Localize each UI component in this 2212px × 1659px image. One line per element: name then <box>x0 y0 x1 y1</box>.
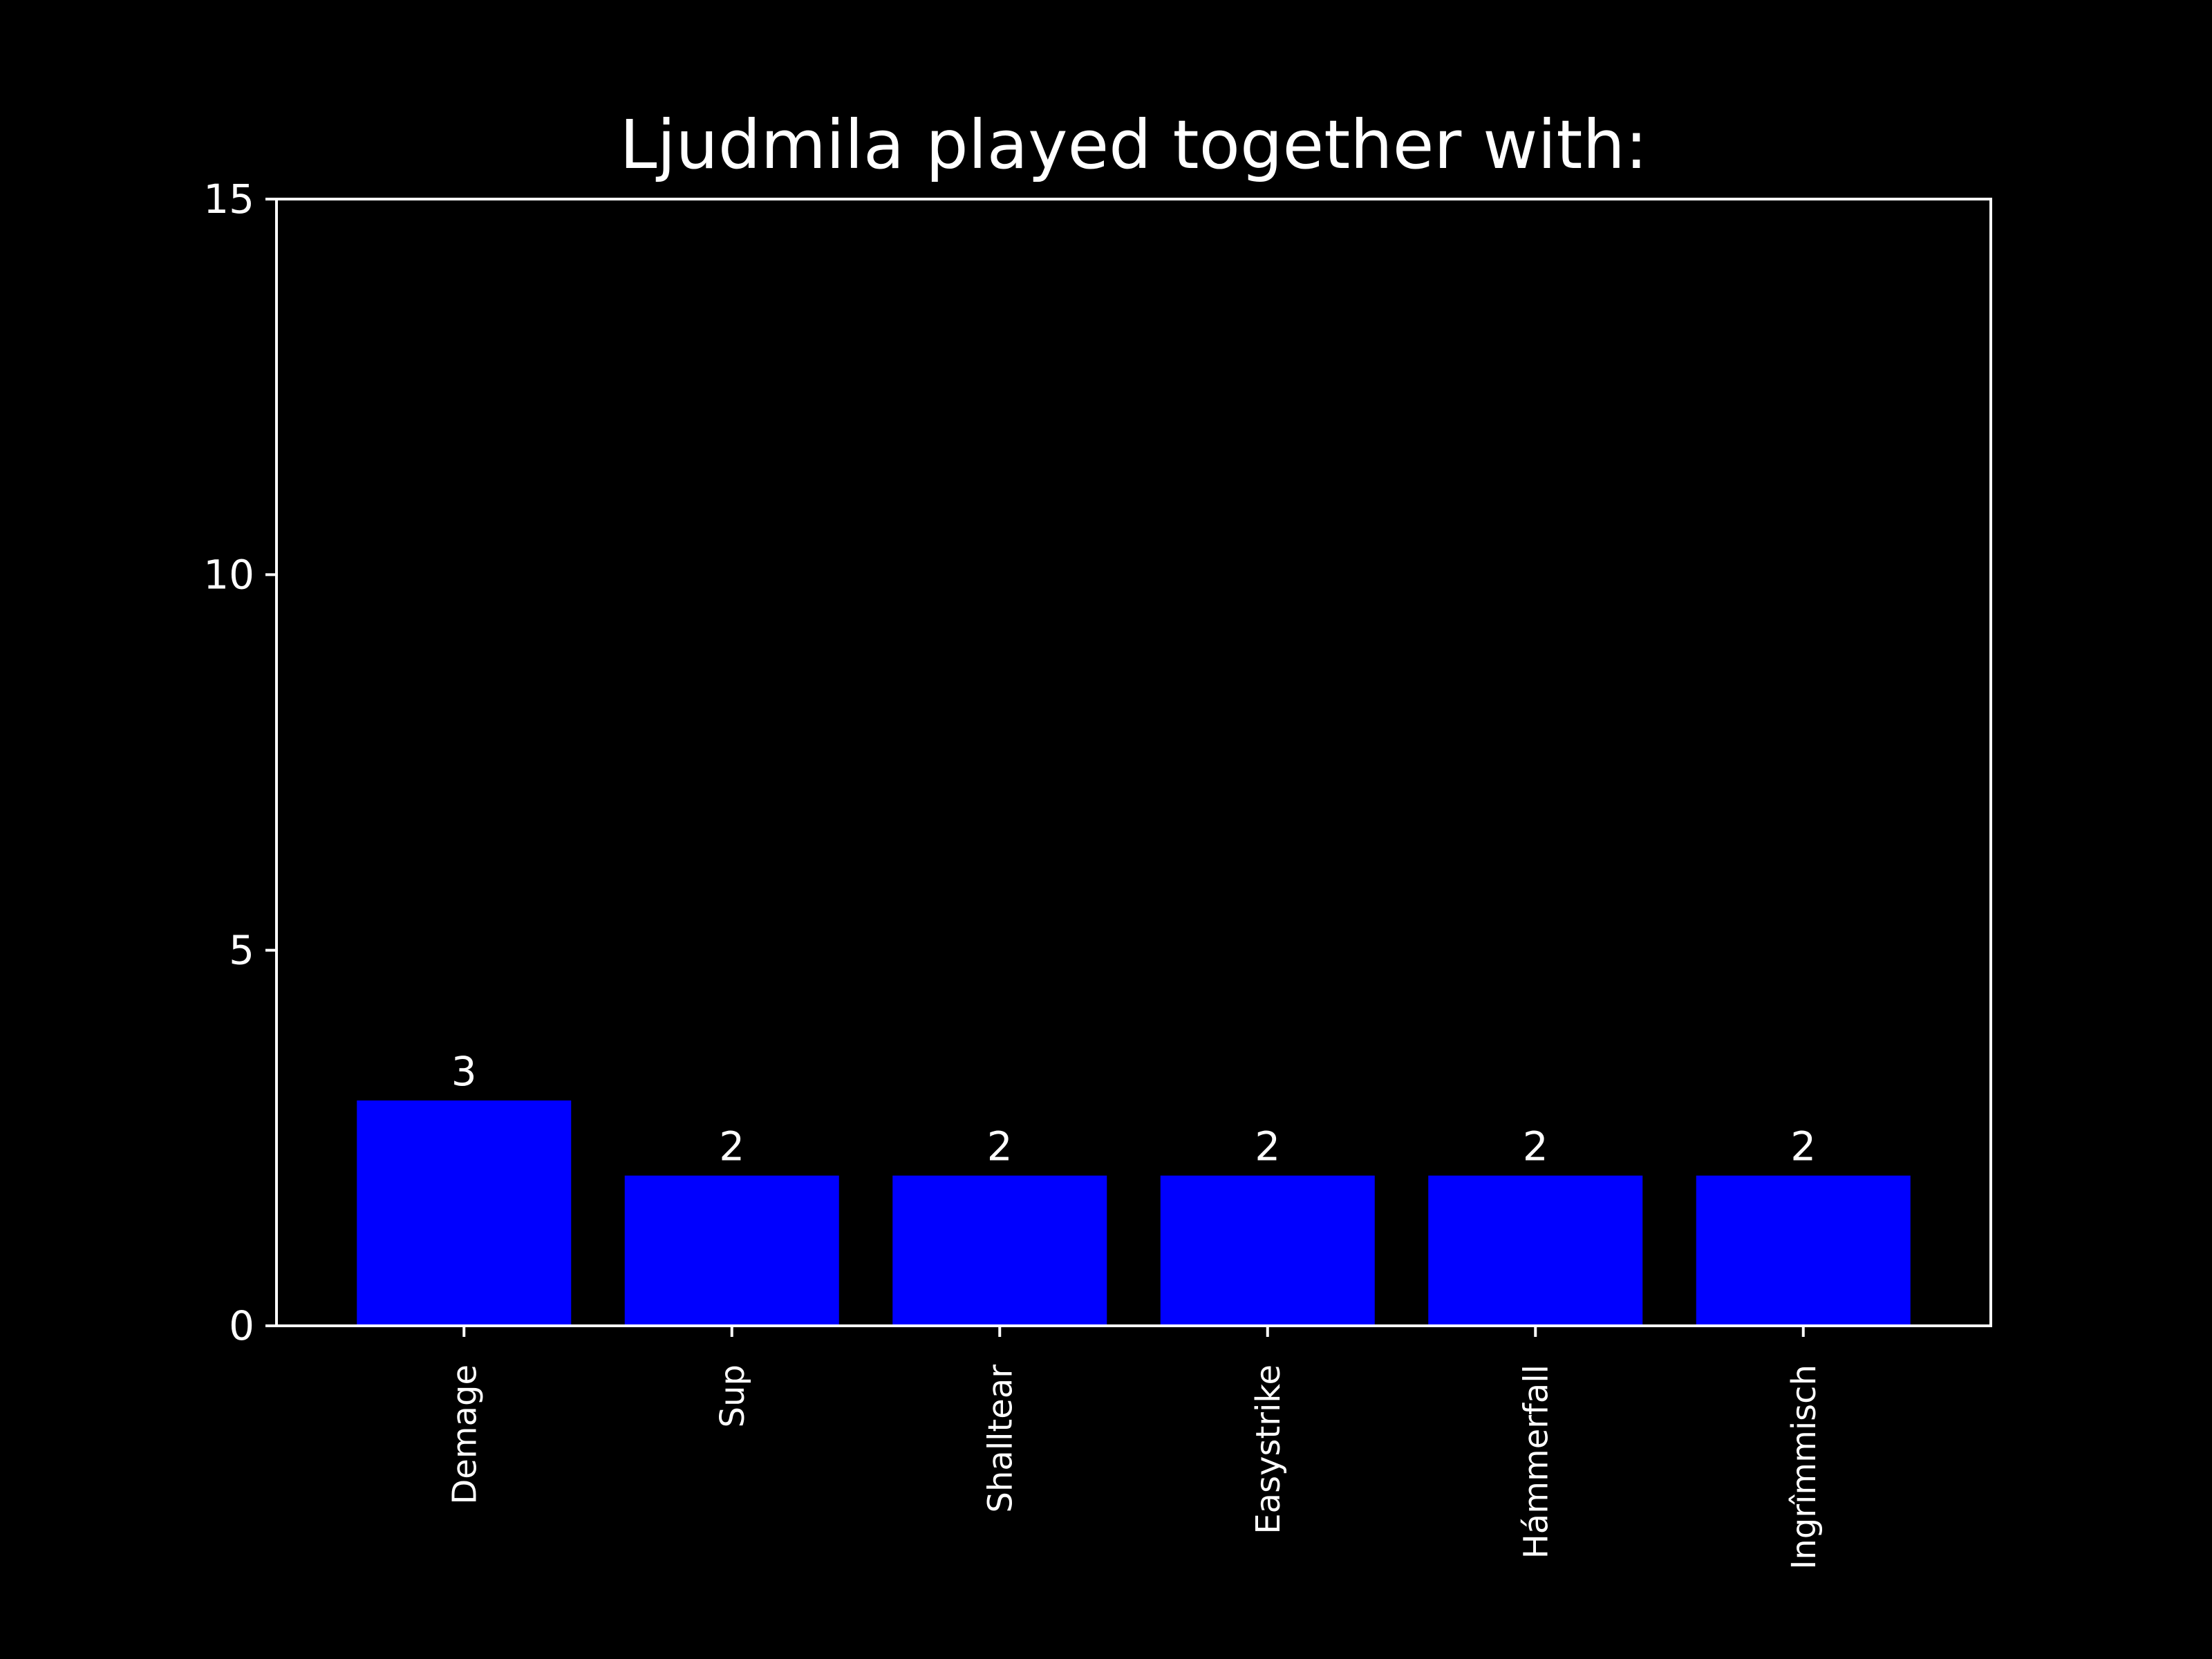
bar-4 <box>1428 1175 1643 1326</box>
x-tick-label-3: Easystrike <box>1249 1365 1288 1535</box>
bar-value-label-3: 2 <box>1255 1123 1280 1170</box>
bar-value-label-1: 2 <box>719 1123 744 1170</box>
x-tick-label-0: Demage <box>445 1365 484 1505</box>
bar-0 <box>357 1100 572 1326</box>
bar-value-label-4: 2 <box>1523 1123 1548 1170</box>
x-tick-label-5: Ingrîmmisch <box>1785 1365 1824 1570</box>
ticks-layer <box>265 198 1805 1337</box>
chart-title: Ljudmila played together with: <box>619 106 1647 184</box>
y-tick-label-0: 0 <box>229 1302 254 1349</box>
x-tick-label-1: Sup <box>713 1365 752 1427</box>
y-tick-label-1: 5 <box>229 927 254 974</box>
bar-value-label-5: 2 <box>1790 1123 1816 1170</box>
bar-value-label-2: 2 <box>987 1123 1013 1170</box>
x-tick-label-2: Shalltear <box>981 1365 1020 1513</box>
bar-1 <box>624 1175 839 1326</box>
bar-value-label-0: 3 <box>451 1048 477 1095</box>
plot-area-frame <box>275 198 1992 1327</box>
bar-3 <box>1160 1175 1375 1326</box>
x-tick-label-4: Hámmerfall <box>1517 1365 1555 1559</box>
y-tick-label-2: 10 <box>203 551 254 598</box>
labels-layer: 3 Demage 2 Sup 2 Shalltear 2 Easystrike 2 Hámmerf… <box>203 176 1824 1570</box>
bar-2 <box>892 1175 1107 1326</box>
bars-layer <box>357 1100 1911 1326</box>
y-tick-label-3: 15 <box>203 176 254 223</box>
bar-5 <box>1696 1175 1911 1326</box>
